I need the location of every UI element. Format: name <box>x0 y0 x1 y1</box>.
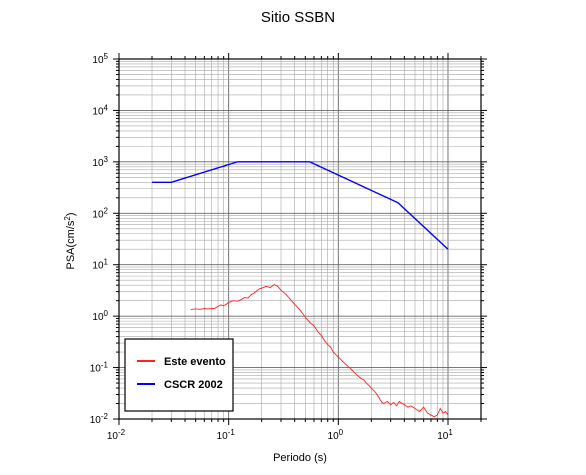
x-tick-label: 100 <box>328 428 344 442</box>
y-tick-label-base: 10 <box>92 106 104 117</box>
y-axis-label-base: PSA(cm/s <box>65 220 77 269</box>
x-tick-label-base: 10 <box>107 431 119 442</box>
x-tick-label-base: 10 <box>328 431 340 442</box>
y-tick-label-base: 10 <box>92 55 104 66</box>
y-tick-label: 10-2 <box>90 412 109 426</box>
y-tick-label-exponent: 1 <box>104 258 109 267</box>
y-tick-label: 100 <box>92 309 108 323</box>
x-tick-label-base: 10 <box>437 431 449 442</box>
series-line-cscr-2002 <box>152 161 449 250</box>
series-line-este-evento <box>190 284 449 418</box>
y-axis-label-superscript: 2 <box>63 216 72 221</box>
x-tick-label-exponent: -1 <box>228 428 236 437</box>
legend-box <box>124 338 234 412</box>
y-tick-label-exponent: 5 <box>104 52 109 61</box>
x-tick-label: 101 <box>437 428 453 442</box>
legend-label-cscr-2002: CSCR 2002 <box>164 379 223 391</box>
x-tick-label-exponent: -2 <box>118 428 126 437</box>
plot-frame <box>118 58 482 420</box>
y-tick-label-base: 10 <box>92 158 104 169</box>
series-group <box>152 161 449 418</box>
y-tick-label: 105 <box>92 52 108 66</box>
chart-title: Sitio SSBN <box>261 9 335 26</box>
x-axis-label: Periodo (s) <box>273 452 327 464</box>
x-tick-label: 10-1 <box>217 428 236 442</box>
y-tick-label: 101 <box>92 258 108 272</box>
y-tick-label-base: 10 <box>92 261 104 272</box>
y-tick-label-exponent: -2 <box>101 412 109 421</box>
y-axis-label: PSA(cm/s2) <box>63 212 77 269</box>
x-tick-label-exponent: 1 <box>448 428 453 437</box>
x-tick-label-exponent: 0 <box>339 428 344 437</box>
y-tick-label-base: 10 <box>92 209 104 220</box>
y-tick-label: 104 <box>92 103 108 117</box>
y-tick-label-base: 10 <box>92 312 104 323</box>
y-tick-label-base: 10 <box>90 415 102 426</box>
y-tick-label: 103 <box>92 155 108 169</box>
y-tick-label-base: 10 <box>90 364 102 375</box>
y-axis-label-end: ) <box>65 212 77 216</box>
y-tick-label-exponent: 2 <box>104 206 109 215</box>
y-tick-label-exponent: 4 <box>104 103 109 112</box>
x-tick-label: 10-2 <box>107 428 126 442</box>
legend-label-este-evento: Este evento <box>164 356 226 368</box>
y-tick-label: 10-1 <box>90 361 109 375</box>
grid <box>118 58 482 420</box>
x-tick-label-base: 10 <box>217 431 229 442</box>
y-tick-label-exponent: 0 <box>104 309 109 318</box>
y-tick-label: 102 <box>92 206 108 220</box>
legend: Este evento CSCR 2002 <box>124 338 234 412</box>
y-tick-label-exponent: 3 <box>104 155 109 164</box>
y-tick-label-exponent: -1 <box>101 361 109 370</box>
